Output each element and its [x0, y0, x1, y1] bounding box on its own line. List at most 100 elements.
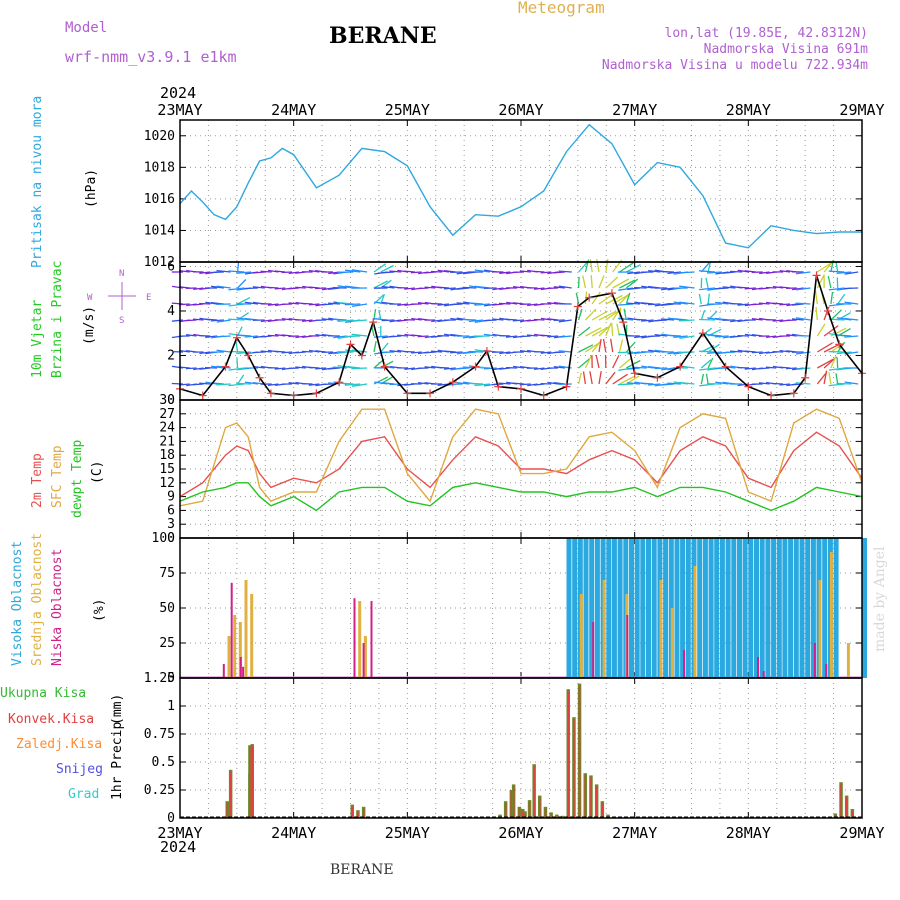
wind-gust-mark [607, 289, 616, 298]
wind-arrow [590, 275, 593, 289]
wind-arrow [558, 350, 572, 353]
wind-arrow [707, 293, 710, 305]
wind-arrow [351, 383, 368, 387]
wind-arrow [468, 319, 484, 323]
wind-arrow [351, 303, 368, 307]
wind-arrow [705, 277, 709, 289]
wind-arrow [443, 367, 456, 370]
cloud-ylabel-2: Srednja Oblacnost [30, 532, 45, 666]
compass-w: W [87, 293, 93, 303]
wind-arrow [667, 271, 681, 275]
wind-arrow [351, 333, 368, 337]
wind-arrow [519, 335, 531, 338]
wind-arrow [337, 301, 354, 305]
wind-arrow [737, 366, 750, 369]
wind-arrow [791, 383, 804, 386]
wind-arrow [654, 333, 668, 337]
wind-arrow [506, 301, 518, 305]
wind-arrow [647, 303, 661, 306]
wind-arrow [582, 371, 587, 385]
credit: made by Angel [872, 546, 888, 653]
wind-arrow [244, 381, 259, 385]
wind-arrow [512, 285, 525, 289]
high-cloud-bar [640, 538, 646, 678]
wind-arrow [648, 349, 661, 353]
wind-arrow [772, 302, 784, 305]
wind-arrow [619, 375, 636, 385]
wind-arrow [673, 301, 688, 305]
day-label-top: 28MAY [726, 101, 771, 119]
mid-cloud-bar [693, 566, 697, 678]
wind-arrow [715, 301, 729, 305]
elevation: Nadmorska Visina 691m [703, 42, 868, 57]
high-cloud-bar [680, 538, 686, 678]
high-cloud-bar [742, 538, 748, 678]
y-tick-label: 1.25 [144, 671, 175, 686]
high-cloud-bar [663, 538, 669, 678]
wind-arrow [744, 367, 756, 370]
wind-arrow [585, 342, 600, 353]
wind-arrow [274, 367, 286, 370]
wind-arrow [706, 271, 722, 274]
wind-arrow [381, 319, 395, 322]
wind-gust-mark [266, 389, 275, 398]
wind-arrow [627, 382, 640, 385]
wind-arrow [714, 287, 729, 290]
wind-arrow [274, 287, 286, 290]
wind-arrow [591, 326, 609, 337]
high-cloud-bar [782, 538, 788, 678]
wind-arrow [823, 370, 828, 385]
wind-arrow [443, 350, 456, 353]
wind-arrow [589, 259, 593, 273]
wind-arrow [699, 367, 716, 371]
precip-unit: (mm) [110, 693, 125, 725]
y-tick-label: 0 [167, 671, 175, 686]
low-cloud-bar [592, 622, 595, 678]
wind-gust-mark [255, 373, 264, 382]
wind-arrow [236, 317, 252, 321]
wind-arrow [337, 319, 354, 323]
wind-arrow [267, 303, 279, 306]
wind-arrow [618, 339, 624, 353]
wind-arrow [321, 287, 334, 291]
dewpoint-line [179, 482, 863, 512]
precip-conv-bar [249, 747, 251, 818]
wind-arrow [679, 381, 695, 385]
wind-arrow [397, 303, 409, 307]
wind-arrow [295, 366, 306, 369]
wind-arrow [260, 319, 272, 323]
wind-arrow [633, 318, 647, 321]
y-tick-label: 2 [167, 348, 175, 363]
wind-arrow [758, 302, 770, 305]
compass-s: S [119, 316, 124, 326]
high-cloud-bar [793, 538, 799, 678]
wind-arrow [779, 349, 791, 353]
high-cloud-bar [833, 538, 839, 678]
wind-arrow [244, 301, 259, 305]
wind-arrow [816, 371, 828, 385]
wind-arrow [605, 371, 616, 385]
wind-arrow [267, 334, 279, 337]
wind-arrow [796, 317, 811, 321]
wind-arrow [791, 303, 804, 306]
wind-arrow [640, 382, 654, 385]
y-tick-label: 0 [167, 811, 175, 826]
mid-cloud-bar [846, 643, 850, 678]
precip-conv-bar [840, 784, 842, 818]
high-cloud-bar [805, 538, 811, 678]
wind-arrow [468, 350, 484, 353]
wind-gust-mark [562, 382, 571, 391]
low-cloud-bar [683, 650, 686, 678]
wind-arrow [267, 383, 279, 387]
legend-total-precip: Ukupna Kisa [0, 686, 87, 701]
wind-arrow [462, 335, 477, 339]
precip-ylabel: 1hr Precip [110, 721, 125, 800]
wind-arrow [498, 302, 511, 305]
wind-arrow [837, 293, 846, 305]
precip-conv-bar [351, 806, 353, 818]
wind-arrow [627, 271, 640, 275]
wind-gust-mark [335, 378, 344, 387]
high-cloud-bar [617, 538, 623, 678]
high-cloud-bar [634, 538, 640, 678]
mid-cloud-bar [358, 601, 362, 678]
